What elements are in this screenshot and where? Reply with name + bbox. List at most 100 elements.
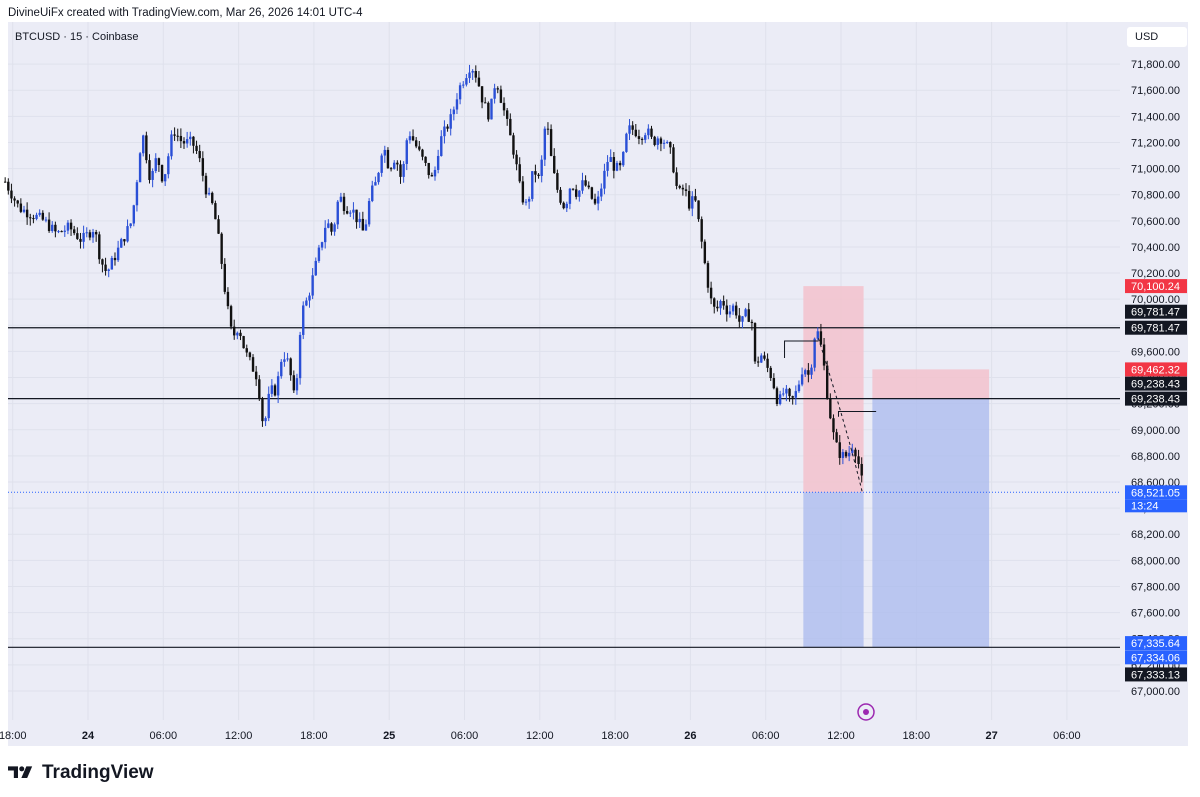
candle-body xyxy=(851,449,854,453)
tradingview-logo[interactable]: TradingView xyxy=(8,762,154,784)
candle-body xyxy=(129,223,132,227)
price-label-box xyxy=(1125,362,1187,377)
take-profit-zone[interactable] xyxy=(803,492,864,648)
candle-body xyxy=(631,125,634,130)
candle-body xyxy=(791,396,794,398)
candle-body xyxy=(505,110,509,119)
candle-body xyxy=(772,378,776,389)
candle-body xyxy=(170,134,173,157)
candle-body xyxy=(276,376,280,396)
candle-body xyxy=(41,212,45,220)
take-profit-zone[interactable] xyxy=(872,398,990,648)
candle-body xyxy=(559,189,562,203)
stop-loss-zone[interactable] xyxy=(803,286,864,493)
candle-body xyxy=(841,452,845,458)
price-label-text: 67,335.64 xyxy=(1131,638,1180,650)
candle-body xyxy=(829,398,832,419)
candle-body xyxy=(377,172,380,183)
candle-body xyxy=(364,224,368,231)
candle-body xyxy=(69,222,73,230)
candle-body xyxy=(399,164,402,177)
time-tick-label: 24 xyxy=(82,730,95,742)
price-tick-label: 70,000.00 xyxy=(1131,294,1180,306)
candle-body xyxy=(333,224,336,232)
candle-body xyxy=(615,162,619,171)
candle-body xyxy=(245,348,248,353)
candle-body xyxy=(436,155,440,170)
candle-body xyxy=(38,212,41,215)
candle-body xyxy=(261,398,264,422)
candle-body xyxy=(653,136,656,145)
time-axis[interactable]: 18:00 24 06:00 12:00 18:00 25 06:00 12:00 18:00 2… xyxy=(0,730,1081,742)
candle-body xyxy=(123,239,126,242)
price-tick-label: 70,800.00 xyxy=(1131,190,1180,202)
candle-body xyxy=(766,358,769,368)
candle-body xyxy=(10,190,13,199)
candle-body xyxy=(816,331,819,339)
time-tick-label: 27 xyxy=(985,730,997,742)
candle-body xyxy=(750,321,754,324)
price-label-text: 69,781.47 xyxy=(1131,323,1180,335)
candle-body xyxy=(411,136,415,141)
tradingview-logo-icon xyxy=(8,766,33,778)
candle-body xyxy=(587,185,590,188)
time-tick-label: 06:00 xyxy=(1053,730,1081,742)
horizontal-levels[interactable] xyxy=(8,327,1120,648)
price-tick-label: 71,800.00 xyxy=(1131,59,1180,71)
candle-body xyxy=(320,242,324,248)
candle-body xyxy=(659,138,663,144)
candle-body xyxy=(512,135,515,155)
candle-body xyxy=(731,305,735,312)
symbol-legend[interactable]: BTCUSD · 15 · Coinbase xyxy=(15,31,139,43)
candle-body xyxy=(794,391,798,398)
projection-curve[interactable] xyxy=(817,338,863,493)
candle-body xyxy=(264,418,267,422)
candle-body xyxy=(468,72,471,79)
candle-body xyxy=(596,196,600,204)
time-tick-label: 26 xyxy=(684,730,696,742)
replay-icon[interactable] xyxy=(857,703,875,721)
candle-body xyxy=(618,162,622,166)
candle-body xyxy=(600,188,603,197)
candle-body xyxy=(838,442,841,458)
time-tick-label: 18:00 xyxy=(903,730,931,742)
stop-loss-zone[interactable] xyxy=(872,369,990,399)
candle-body xyxy=(465,78,468,85)
price-label-text: 69,238.43 xyxy=(1131,394,1180,406)
candle-body xyxy=(361,218,365,231)
candle-body xyxy=(546,128,550,130)
candle-body xyxy=(458,85,462,100)
candle-body xyxy=(471,70,474,73)
candle-body xyxy=(145,135,148,161)
candle-body xyxy=(756,361,760,363)
candle-body xyxy=(537,174,540,176)
position-tools[interactable] xyxy=(803,286,990,648)
candle-body xyxy=(19,203,23,212)
candle-body xyxy=(644,135,647,140)
candle-body xyxy=(16,200,19,204)
candle-body xyxy=(593,198,597,204)
candle-body xyxy=(430,175,434,177)
candle-body xyxy=(342,196,346,212)
candle-body xyxy=(728,311,732,315)
candle-body xyxy=(110,257,114,270)
candle-body xyxy=(85,232,88,234)
candle-body xyxy=(308,295,311,301)
structure-line[interactable] xyxy=(784,340,819,358)
price-tick-label: 71,400.00 xyxy=(1131,111,1180,123)
candle-body xyxy=(154,158,157,172)
candle-body xyxy=(725,305,728,315)
candle-body xyxy=(298,334,302,379)
candle-body xyxy=(832,418,835,433)
candle-body xyxy=(672,147,675,173)
candle-body xyxy=(267,393,270,419)
structure-line[interactable] xyxy=(837,410,877,417)
currency-selector[interactable]: USD xyxy=(1127,27,1187,47)
candle-body xyxy=(402,163,405,177)
candle-body xyxy=(317,247,321,261)
price-label-text: 67,333.13 xyxy=(1131,669,1180,681)
candle-body xyxy=(179,135,183,142)
candle-body xyxy=(735,305,738,316)
candle-body xyxy=(449,114,452,129)
